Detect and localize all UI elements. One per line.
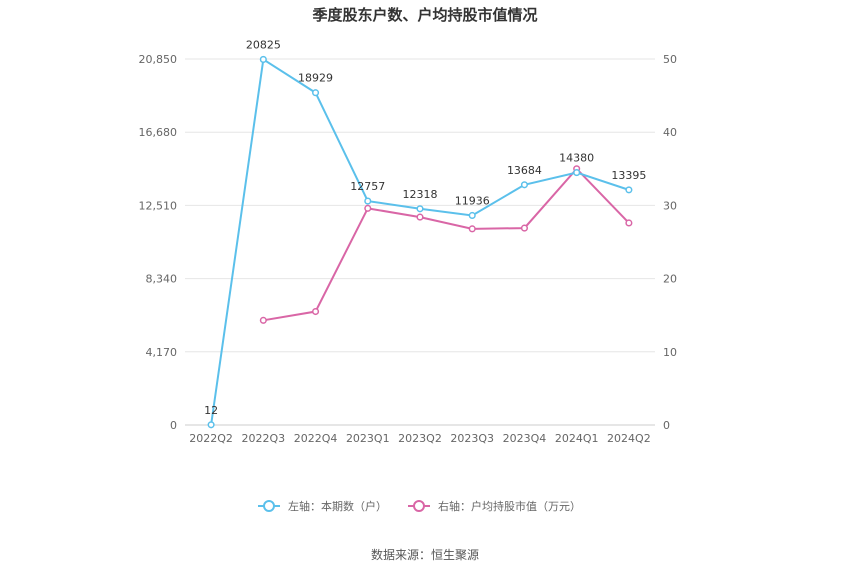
legend-marker [413, 500, 425, 512]
series-layer: 12 20825 18929 12757 12318 11936 13684 14380 133… [204, 38, 646, 429]
left-tick-label: 4,170 [146, 346, 178, 359]
right-tick-label: 20 [663, 273, 677, 286]
right-tick-label: 0 [663, 419, 670, 432]
data-label: 11936 [455, 194, 490, 207]
data-label: 12 [204, 404, 218, 417]
data-point [259, 316, 267, 324]
data-point [207, 421, 215, 429]
x-tick-label: 2022Q3 [242, 432, 286, 445]
x-tick-label: 2023Q3 [450, 432, 494, 445]
x-tick-label: 2023Q2 [398, 432, 442, 445]
data-point [312, 307, 320, 316]
right-axis-ticks: 0 10 20 30 40 50 [663, 53, 677, 432]
left-tick-label: 20,850 [139, 53, 178, 66]
data-point [259, 55, 267, 63]
data-point [312, 89, 320, 97]
left-tick-label: 16,680 [139, 126, 178, 139]
data-point [364, 204, 372, 212]
data-label: 13395 [611, 169, 646, 182]
chart-title: 季度股东户数、户均持股市值情况 [312, 6, 537, 24]
data-point [364, 197, 372, 205]
data-point [520, 224, 528, 232]
legend-label: 右轴：户均持股市值（万元） [438, 499, 581, 513]
data-point [625, 186, 633, 194]
x-tick-label: 2022Q4 [294, 432, 338, 445]
data-label: 12318 [403, 188, 438, 201]
data-point [520, 181, 528, 189]
x-tick-label: 2023Q1 [346, 432, 390, 445]
data-source: 数据来源：恒生聚源 [371, 547, 479, 562]
series-line [210, 57, 630, 425]
series-line [263, 167, 630, 322]
data-point [416, 205, 424, 213]
x-axis-ticks: 2022Q2 2022Q3 2022Q4 2023Q1 2023Q2 2023Q3 2023… [189, 432, 650, 445]
right-tick-label: 10 [663, 346, 677, 359]
data-label: 20825 [246, 38, 281, 51]
data-point [416, 213, 424, 221]
left-tick-label: 8,340 [146, 273, 178, 286]
x-tick-label: 2024Q1 [555, 432, 599, 445]
data-label: 14380 [559, 152, 594, 165]
legend-label: 左轴：本期数（户） [288, 499, 387, 513]
x-tick-label: 2024Q2 [607, 432, 651, 445]
left-axis-ticks: 0 4,170 8,340 12,510 16,680 20,850 [139, 53, 178, 432]
data-point [468, 211, 476, 220]
data-point [625, 219, 633, 227]
data-label: 18929 [298, 72, 333, 85]
left-tick-label: 12,510 [139, 199, 178, 212]
left-tick-label: 0 [170, 419, 177, 432]
x-tick-label: 2022Q2 [189, 432, 233, 445]
data-label: 13684 [507, 164, 542, 177]
right-tick-label: 30 [663, 199, 677, 212]
data-point [573, 169, 581, 177]
x-tick-label: 2023Q4 [503, 432, 547, 445]
legend-marker [263, 500, 275, 512]
data-point [468, 225, 476, 233]
legend[interactable]: 左轴：本期数（户） 右轴：户均持股市值（万元） [258, 499, 581, 513]
right-tick-label: 50 [663, 53, 677, 66]
right-tick-label: 40 [663, 126, 677, 139]
data-label: 12757 [350, 180, 385, 193]
